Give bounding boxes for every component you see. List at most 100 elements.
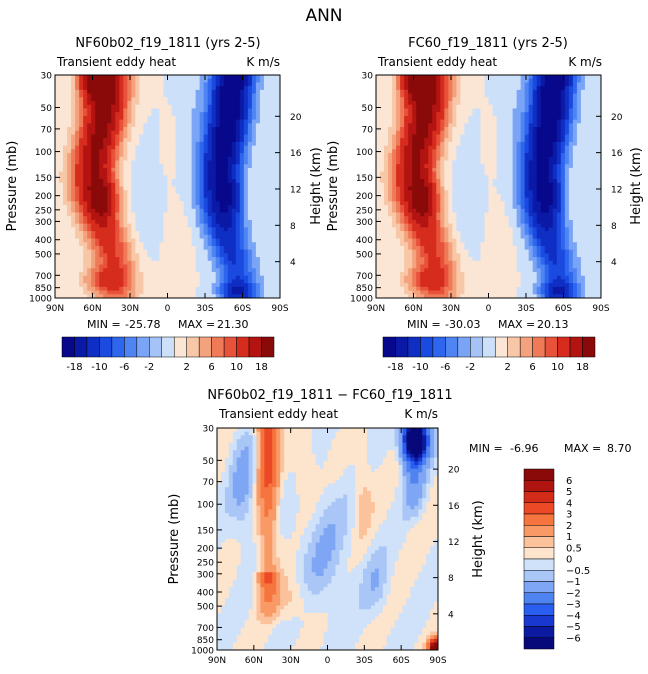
contour-cell — [167, 179, 173, 184]
contour-cell — [259, 242, 265, 247]
contour-cell — [159, 182, 165, 188]
contour-cell — [179, 253, 185, 258]
contour-cell — [247, 78, 253, 84]
contour-cell — [171, 257, 177, 262]
contour-cell — [183, 234, 189, 240]
contour-cell — [588, 145, 594, 150]
contour-cell — [223, 275, 229, 281]
contour-cell — [151, 249, 157, 254]
contour-cell — [536, 101, 542, 106]
contour-cell — [388, 115, 393, 121]
contour-cell — [588, 89, 594, 95]
contour-cell — [195, 216, 201, 221]
contour-cell — [259, 264, 265, 269]
contour-cell — [175, 123, 181, 128]
contour-cell — [211, 201, 217, 206]
contour-cell — [183, 119, 189, 124]
contour-cell — [199, 271, 205, 277]
contour-cell — [544, 141, 550, 147]
contour-cell — [119, 245, 124, 251]
contour-cell — [235, 231, 241, 236]
contour-cell — [251, 104, 257, 110]
contour-cell — [87, 208, 92, 214]
contour-cell — [500, 134, 506, 139]
contour-cell — [163, 89, 169, 95]
contour-cell — [520, 164, 526, 169]
contour-cell — [584, 134, 590, 139]
contour-cell — [464, 123, 470, 128]
contour-cell — [155, 227, 161, 232]
contour-cell — [67, 205, 72, 210]
contour-cell — [91, 123, 96, 128]
contour-cell — [67, 227, 72, 232]
contour-cell — [580, 112, 586, 117]
contour-cell — [123, 271, 128, 277]
contour-cell — [500, 89, 506, 95]
contour-cell — [159, 245, 165, 251]
contour-cell — [71, 234, 76, 240]
contour-cell — [75, 145, 80, 150]
contour-cell — [111, 97, 116, 102]
contour-cell — [55, 294, 60, 298]
contour-cell — [235, 208, 241, 214]
contour-cell — [115, 208, 120, 214]
contour-cell — [63, 238, 68, 243]
contour-cell — [107, 219, 112, 225]
contour-cell — [207, 86, 213, 91]
contour-cell — [107, 197, 112, 202]
contour-cell — [231, 101, 237, 106]
contour-cell — [119, 153, 124, 158]
contour-cell — [552, 145, 558, 150]
contour-cell — [548, 101, 554, 106]
contour-cell — [251, 264, 257, 269]
contour-cell — [131, 260, 136, 266]
y-tick-label: 400 — [35, 236, 52, 246]
contour-cell — [556, 123, 562, 128]
contour-cell — [167, 208, 173, 214]
contour-cell — [251, 182, 257, 188]
contour-cell — [183, 134, 189, 139]
contour-cell — [271, 279, 277, 284]
contour-cell — [163, 167, 169, 173]
contour-cell — [580, 97, 586, 102]
contour-cell — [123, 153, 128, 158]
contour-cell — [59, 245, 64, 251]
contour-cell — [187, 242, 193, 247]
contour-cell — [147, 101, 153, 106]
contour-cell — [275, 260, 280, 266]
contour-cell — [67, 257, 72, 262]
contour-cell — [175, 197, 181, 202]
contour-cell — [103, 294, 108, 298]
contour-cell — [151, 231, 157, 236]
contour-cell — [87, 279, 92, 284]
contour-cell — [380, 86, 385, 91]
contour-cell — [520, 145, 526, 150]
contour-cell — [424, 130, 429, 136]
contour-cell — [147, 182, 153, 188]
contour-cell — [195, 186, 201, 191]
contour-cell — [520, 101, 526, 106]
contour-cell — [79, 201, 84, 206]
contour-cell — [219, 275, 225, 281]
contour-cell — [259, 93, 265, 98]
contour-cell — [127, 208, 132, 214]
contour-cell — [115, 104, 120, 110]
contour-cell — [163, 153, 169, 158]
contour-cell — [143, 186, 149, 191]
contour-cell — [516, 160, 522, 165]
contour-cell — [580, 138, 586, 143]
contour-cell — [183, 167, 189, 173]
contour-cell — [424, 141, 429, 147]
contour-cell — [55, 130, 60, 136]
contour-cell — [59, 193, 64, 199]
contour-cell — [87, 171, 92, 176]
contour-cell — [444, 164, 449, 169]
contour-cell — [91, 260, 96, 266]
contour-cell — [147, 275, 153, 281]
contour-cell — [79, 257, 84, 262]
contour-cell — [456, 112, 461, 117]
contour-cell — [111, 86, 116, 91]
contour-cell — [480, 82, 486, 87]
contour-cell — [231, 115, 237, 121]
contour-cell — [115, 223, 120, 228]
